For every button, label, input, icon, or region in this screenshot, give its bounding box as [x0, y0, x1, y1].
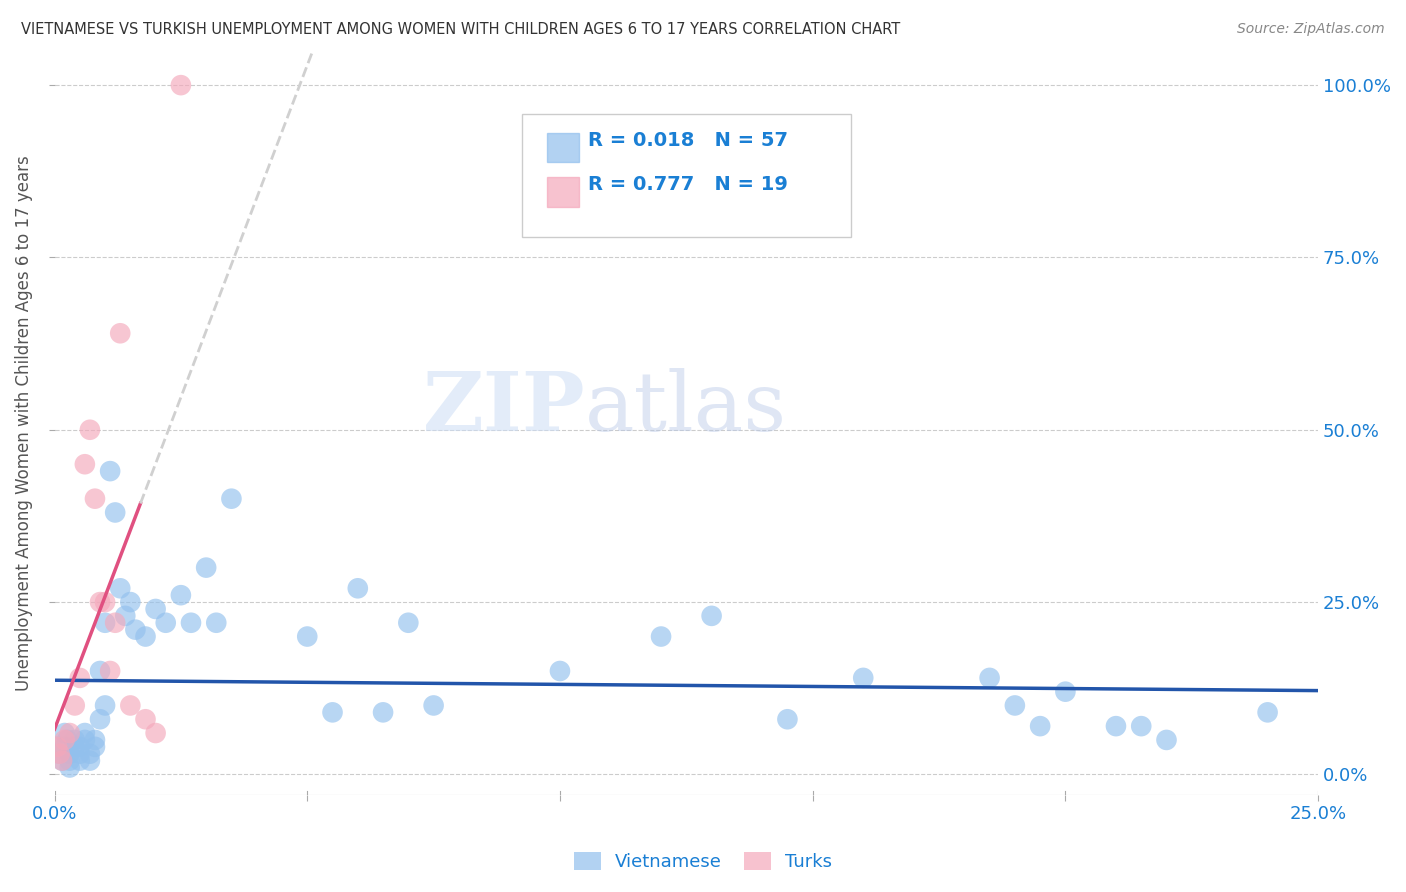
Point [120, 698, 142, 713]
Point [84, 733, 107, 747]
Point [170, 588, 193, 602]
Point [104, 615, 127, 630]
Point [53, 726, 76, 740]
Point [89, 664, 111, 678]
Point [145, 726, 167, 740]
Point [56, 733, 79, 747]
Point [110, 582, 132, 596]
Point [650, 630, 672, 644]
Point [170, 78, 193, 92]
Point [1257, 706, 1279, 720]
Legend: Vietnamese, Turks: Vietnamese, Turks [567, 845, 839, 879]
Bar [547, 133, 579, 162]
Point [180, 615, 202, 630]
Point [221, 491, 243, 506]
Point [852, 671, 875, 685]
Y-axis label: Unemployment Among Women with Children Ages 6 to 17 years: Unemployment Among Women with Children A… [15, 155, 32, 690]
Point [195, 560, 218, 574]
Point [1054, 684, 1077, 698]
Bar [547, 178, 579, 207]
Point [548, 664, 571, 678]
Point [1029, 719, 1052, 733]
Point [134, 630, 156, 644]
Point [89, 595, 111, 609]
Text: R = 0.018   N = 57: R = 0.018 N = 57 [588, 130, 787, 150]
Point [48, 747, 70, 761]
Point [1156, 733, 1178, 747]
Point [84, 739, 107, 754]
Point [422, 698, 444, 713]
Text: VIETNAMESE VS TURKISH UNEMPLOYMENT AMONG WOMEN WITH CHILDREN AGES 6 TO 17 YEARS : VIETNAMESE VS TURKISH UNEMPLOYMENT AMONG… [21, 22, 900, 37]
Point [371, 706, 394, 720]
Point [59, 726, 82, 740]
Point [1105, 719, 1128, 733]
Point [51, 754, 73, 768]
Text: ZIP: ZIP [423, 368, 585, 448]
FancyBboxPatch shape [522, 114, 851, 236]
Point [79, 423, 101, 437]
Point [124, 623, 146, 637]
Text: atlas: atlas [585, 368, 787, 448]
Point [69, 754, 91, 768]
Point [73, 457, 96, 471]
Point [59, 747, 82, 761]
Point [979, 671, 1001, 685]
Point [98, 464, 121, 478]
Point [145, 602, 167, 616]
Point [63, 739, 86, 754]
Point [104, 506, 127, 520]
Point [700, 608, 723, 623]
Point [59, 760, 82, 774]
Point [84, 491, 107, 506]
Point [297, 630, 319, 644]
Point [1004, 698, 1026, 713]
Point [94, 595, 117, 609]
Point [48, 747, 70, 761]
Point [79, 754, 101, 768]
Point [63, 698, 86, 713]
Point [73, 726, 96, 740]
Point [1130, 719, 1153, 733]
Point [776, 712, 799, 726]
Point [155, 615, 177, 630]
Point [46, 739, 69, 754]
Point [63, 733, 86, 747]
Text: Source: ZipAtlas.com: Source: ZipAtlas.com [1237, 22, 1385, 37]
Point [110, 326, 132, 341]
Point [46, 739, 69, 754]
Point [89, 712, 111, 726]
Point [346, 582, 368, 596]
Point [59, 754, 82, 768]
Point [396, 615, 419, 630]
Point [69, 739, 91, 754]
Point [98, 664, 121, 678]
Point [94, 615, 117, 630]
Point [134, 712, 156, 726]
Point [79, 747, 101, 761]
Text: R = 0.777   N = 19: R = 0.777 N = 19 [588, 175, 787, 194]
Point [69, 671, 91, 685]
Point [94, 698, 117, 713]
Point [51, 754, 73, 768]
Point [53, 739, 76, 754]
Point [114, 608, 136, 623]
Point [120, 595, 142, 609]
Point [322, 706, 344, 720]
Point [53, 733, 76, 747]
Point [205, 615, 228, 630]
Point [73, 733, 96, 747]
Point [69, 747, 91, 761]
